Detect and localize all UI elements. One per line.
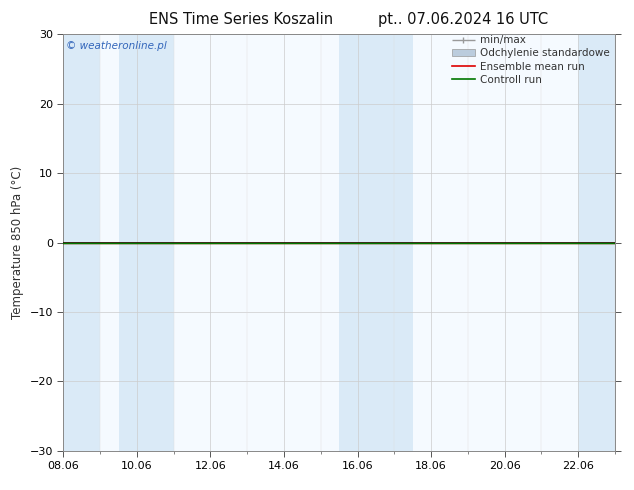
Bar xyxy=(578,34,615,451)
Text: ENS Time Series Koszalin: ENS Time Series Koszalin xyxy=(149,12,333,27)
Legend: min/max, Odchylenie standardowe, Ensemble mean run, Controll run: min/max, Odchylenie standardowe, Ensembl… xyxy=(452,35,610,85)
Bar xyxy=(119,34,174,451)
Y-axis label: Temperature 850 hPa (°C): Temperature 850 hPa (°C) xyxy=(11,166,24,319)
Text: © weatheronline.pl: © weatheronline.pl xyxy=(66,41,167,50)
Bar xyxy=(63,34,100,451)
Bar xyxy=(339,34,413,451)
Text: pt.. 07.06.2024 16 UTC: pt.. 07.06.2024 16 UTC xyxy=(378,12,548,27)
